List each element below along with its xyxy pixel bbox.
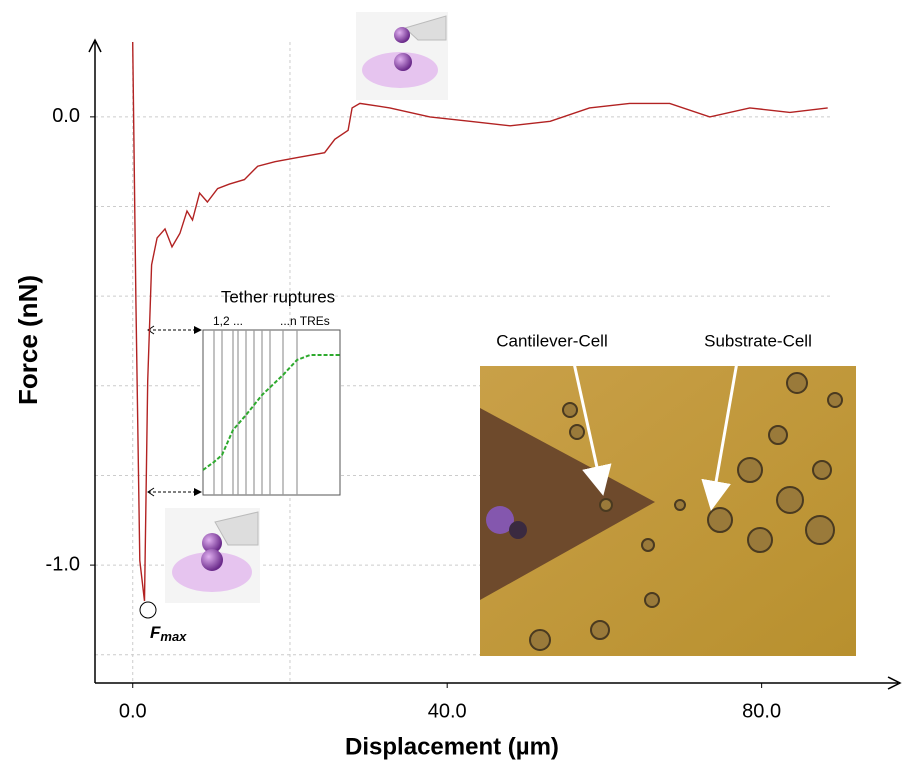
fmax-marker [139,601,157,619]
cell-right-label: Substrate-Cell [704,331,812,350]
icon-detached [356,12,448,100]
y-tick-label: 0.0 [52,105,80,127]
inset-title: Tether ruptures [221,287,335,306]
inset-start: 1,2 ... [213,314,243,328]
x-tick-label: 40.0 [428,700,467,722]
fmax-f: F [150,623,161,642]
fmax-sub: max [160,629,187,644]
cell-left-label: Cantilever-Cell [496,331,607,350]
tether-inset: Tether ruptures 1,2 ... ...n TREs [147,287,341,497]
fmax-label: Fmax [150,623,187,644]
x-axis-arrow [887,676,902,690]
x-tick-label: 0.0 [119,700,147,722]
inset-end: ...n TREs [280,314,330,328]
x-axis-title: Displacement (µm) [345,733,559,760]
plot-area [132,41,828,602]
y-axis-title: Force (nN) [13,275,43,405]
icon-attached [165,508,260,603]
x-tick-label: 80.0 [742,700,781,722]
micrograph: Cantilever-Cell Substrate-Cell [480,331,856,656]
force-curve [132,41,828,602]
y-tick-label: -1.0 [46,553,80,575]
y-axis-arrow [88,38,102,53]
